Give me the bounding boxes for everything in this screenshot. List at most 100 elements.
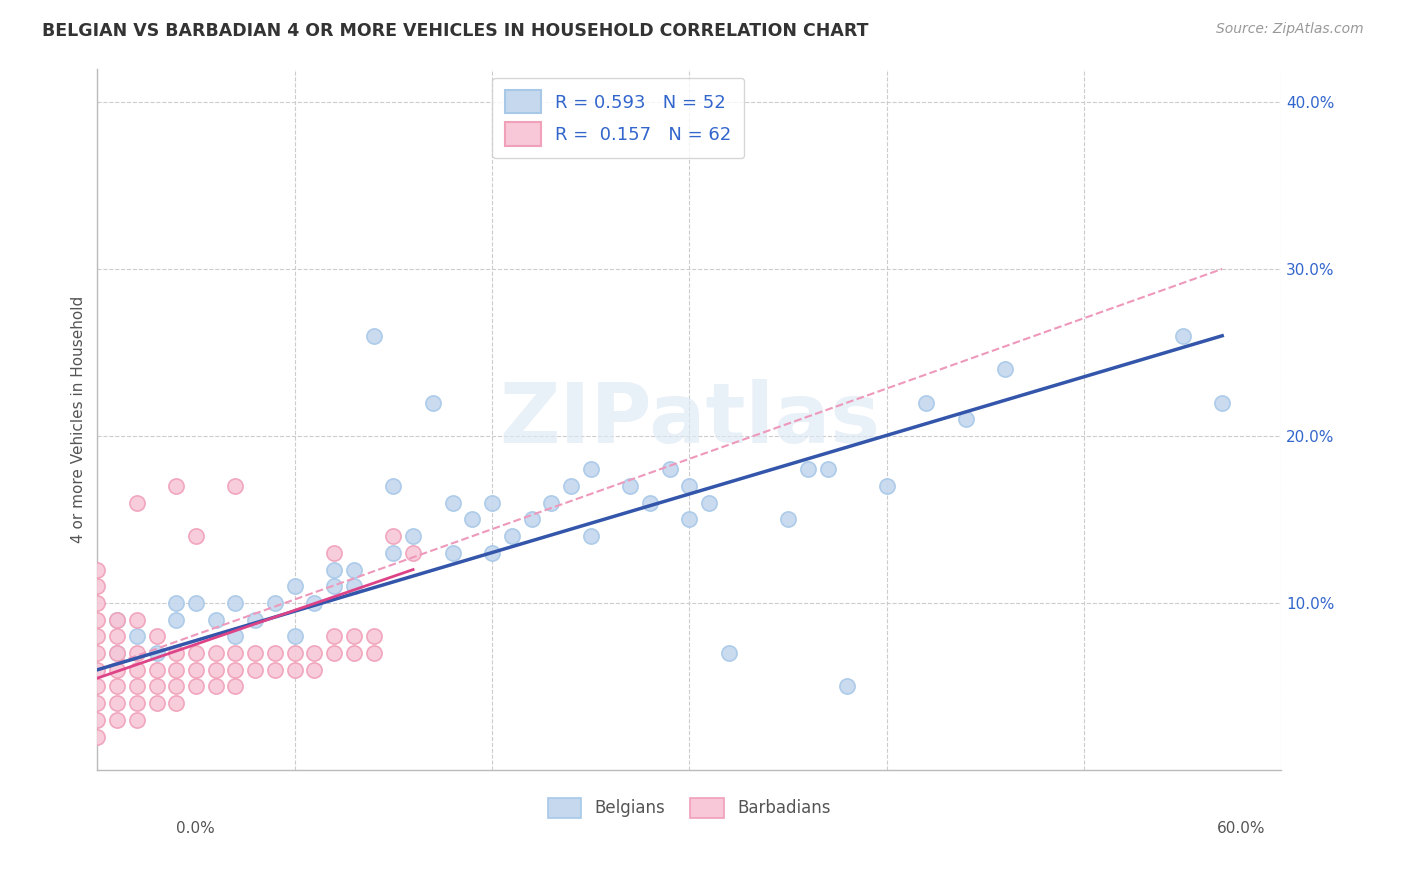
Point: [184, 596, 207, 610]
Point: [86, 646, 108, 660]
Point: [304, 596, 326, 610]
Point: [245, 663, 267, 677]
Point: [105, 680, 128, 694]
Point: [184, 680, 207, 694]
Point: [994, 362, 1017, 376]
Point: [204, 646, 226, 660]
Point: [224, 646, 246, 660]
Point: [382, 529, 405, 543]
Point: [284, 663, 307, 677]
Point: [125, 629, 148, 643]
Point: [264, 663, 287, 677]
Point: [245, 613, 267, 627]
Point: [363, 629, 385, 643]
Text: BELGIAN VS BARBADIAN 4 OR MORE VEHICLES IN HOUSEHOLD CORRELATION CHART: BELGIAN VS BARBADIAN 4 OR MORE VEHICLES …: [42, 22, 869, 40]
Point: [224, 680, 246, 694]
Text: 0.0%: 0.0%: [176, 821, 215, 836]
Point: [837, 680, 859, 694]
Point: [105, 613, 128, 627]
Point: [876, 479, 898, 493]
Point: [125, 613, 148, 627]
Point: [125, 680, 148, 694]
Point: [184, 646, 207, 660]
Point: [86, 680, 108, 694]
Point: [204, 680, 226, 694]
Point: [678, 512, 700, 526]
Point: [441, 496, 464, 510]
Point: [284, 629, 307, 643]
Text: 60.0%: 60.0%: [1218, 821, 1265, 836]
Point: [125, 496, 148, 510]
Point: [86, 629, 108, 643]
Point: [224, 629, 246, 643]
Point: [165, 663, 187, 677]
Point: [402, 529, 425, 543]
Point: [579, 462, 602, 476]
Point: [86, 579, 108, 593]
Point: [125, 696, 148, 710]
Point: [145, 663, 167, 677]
Point: [105, 663, 128, 677]
Point: [224, 596, 246, 610]
Point: [125, 713, 148, 727]
Point: [105, 713, 128, 727]
Point: [501, 529, 523, 543]
Point: [343, 563, 366, 577]
Point: [145, 629, 167, 643]
Point: [343, 629, 366, 643]
Point: [105, 613, 128, 627]
Point: [165, 479, 187, 493]
Point: [86, 563, 108, 577]
Point: [204, 663, 226, 677]
Point: [520, 512, 543, 526]
Text: Source: ZipAtlas.com: Source: ZipAtlas.com: [1216, 22, 1364, 37]
Point: [204, 613, 226, 627]
Point: [422, 395, 444, 409]
Point: [86, 613, 108, 627]
Point: [797, 462, 820, 476]
Point: [145, 646, 167, 660]
Point: [145, 680, 167, 694]
Point: [86, 663, 108, 677]
Point: [284, 646, 307, 660]
Point: [382, 479, 405, 493]
Text: ZIPatlas: ZIPatlas: [499, 379, 880, 459]
Point: [382, 546, 405, 560]
Point: [86, 713, 108, 727]
Point: [105, 629, 128, 643]
Point: [481, 496, 503, 510]
Y-axis label: 4 or more Vehicles in Household: 4 or more Vehicles in Household: [72, 295, 86, 543]
Point: [264, 596, 287, 610]
Point: [224, 663, 246, 677]
Point: [678, 479, 700, 493]
Point: [776, 512, 799, 526]
Point: [363, 328, 385, 343]
Point: [323, 646, 346, 660]
Point: [184, 663, 207, 677]
Point: [697, 496, 720, 510]
Point: [86, 596, 108, 610]
Point: [540, 496, 562, 510]
Point: [638, 496, 661, 510]
Point: [579, 529, 602, 543]
Point: [165, 646, 187, 660]
Point: [245, 646, 267, 660]
Point: [86, 730, 108, 744]
Point: [402, 546, 425, 560]
Point: [323, 563, 346, 577]
Point: [165, 613, 187, 627]
Point: [343, 579, 366, 593]
Point: [165, 680, 187, 694]
Point: [343, 646, 366, 660]
Point: [817, 462, 839, 476]
Point: [560, 479, 582, 493]
Legend: Belgians, Barbadians: Belgians, Barbadians: [541, 791, 838, 825]
Point: [284, 579, 307, 593]
Point: [323, 629, 346, 643]
Point: [304, 663, 326, 677]
Point: [105, 646, 128, 660]
Point: [264, 646, 287, 660]
Point: [1171, 328, 1194, 343]
Point: [717, 646, 740, 660]
Point: [105, 646, 128, 660]
